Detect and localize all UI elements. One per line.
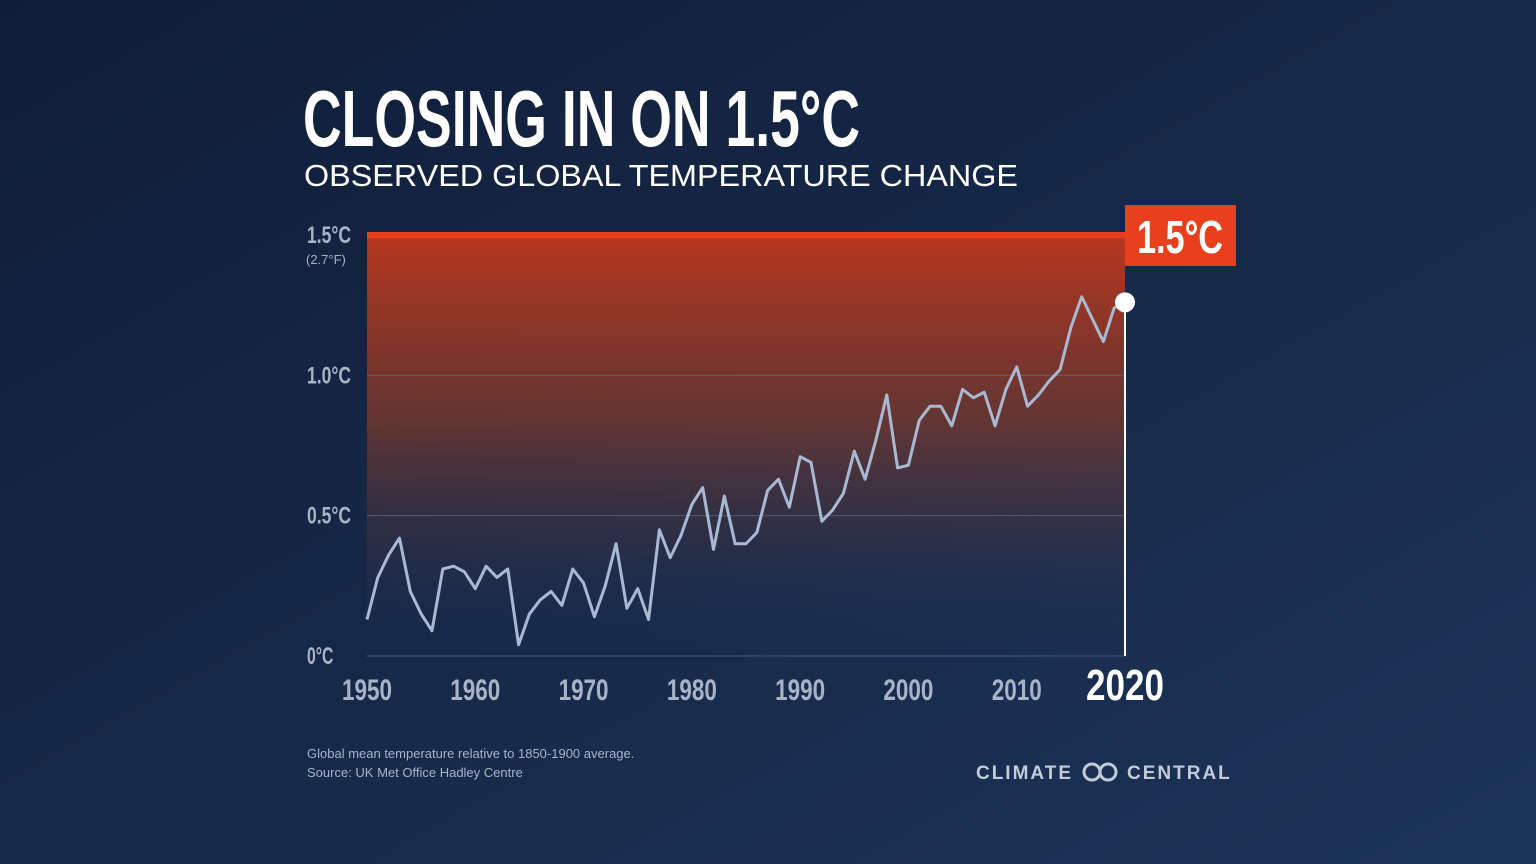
x-tick-label: 1990	[775, 674, 825, 707]
chart-title: CLOSING IN ON 1.5°C	[303, 74, 860, 163]
x-tick-label: 1960	[450, 674, 500, 707]
y-tick-label: 1.0°C	[307, 362, 351, 389]
footnote: Global mean temperature relative to 1850…	[307, 746, 634, 761]
logo-text: CENTRAL	[1127, 763, 1232, 784]
threshold-label: 1.5°C	[1137, 211, 1223, 263]
logo	[1082, 762, 1118, 782]
x-tick-label: 2020	[1086, 661, 1164, 710]
x-tick-label: 1950	[342, 674, 392, 707]
x-tick-label: 1970	[559, 674, 609, 707]
footnote: Source: UK Met Office Hadley Centre	[307, 765, 523, 780]
y-tick-label: 1.5°C	[307, 222, 351, 249]
y-annotation: (2.7°F)	[306, 252, 346, 267]
x-tick-label: 2000	[883, 674, 933, 707]
chart-subtitle: OBSERVED GLOBAL TEMPERATURE CHANGE	[304, 158, 1018, 193]
x-tick-label: 1980	[667, 674, 717, 707]
y-tick-label: 0.5°C	[307, 503, 351, 530]
threshold-badge	[1125, 205, 1236, 266]
threshold-area	[367, 235, 1125, 656]
series-line	[365, 295, 1126, 647]
logo-ring	[1098, 762, 1118, 782]
latest-point	[1115, 292, 1135, 313]
logo-text: CLIMATE	[976, 763, 1073, 784]
y-tick-label: 0°C	[307, 643, 333, 670]
x-tick-label: 2010	[992, 674, 1042, 707]
